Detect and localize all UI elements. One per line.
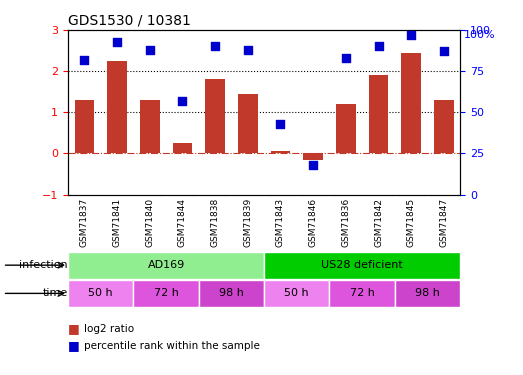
Text: GDS1530 / 10381: GDS1530 / 10381: [68, 13, 191, 27]
Bar: [336, 104, 356, 153]
Bar: [173, 143, 192, 153]
Text: GSM71842: GSM71842: [374, 198, 383, 248]
Text: 72 h: 72 h: [350, 288, 374, 298]
FancyBboxPatch shape: [133, 280, 199, 307]
Text: 50 h: 50 h: [285, 288, 309, 298]
Text: log2 ratio: log2 ratio: [84, 324, 134, 334]
Text: percentile rank within the sample: percentile rank within the sample: [84, 341, 259, 351]
Text: AD169: AD169: [147, 260, 185, 270]
Point: [211, 44, 219, 50]
Bar: [369, 75, 388, 153]
Text: GSM71846: GSM71846: [309, 198, 317, 248]
FancyBboxPatch shape: [68, 280, 133, 307]
Text: 98 h: 98 h: [219, 288, 244, 298]
Bar: [303, 153, 323, 160]
Bar: [206, 80, 225, 153]
Point: [145, 47, 154, 53]
Text: infection: infection: [19, 260, 68, 270]
Text: 72 h: 72 h: [154, 288, 178, 298]
Text: GSM71841: GSM71841: [112, 198, 121, 248]
Bar: [74, 100, 94, 153]
Bar: [271, 152, 290, 153]
Point: [440, 48, 448, 54]
Point: [309, 162, 317, 168]
Text: 98 h: 98 h: [415, 288, 440, 298]
FancyBboxPatch shape: [395, 280, 460, 307]
Point: [244, 47, 252, 53]
Point: [178, 98, 187, 104]
Point: [407, 32, 415, 38]
Text: GSM71844: GSM71844: [178, 198, 187, 248]
Text: GSM71845: GSM71845: [407, 198, 416, 248]
Text: 100%: 100%: [464, 30, 496, 40]
Bar: [107, 61, 127, 153]
Text: US28 deficient: US28 deficient: [321, 260, 403, 270]
FancyBboxPatch shape: [264, 252, 460, 279]
FancyBboxPatch shape: [264, 280, 329, 307]
FancyBboxPatch shape: [329, 280, 395, 307]
Text: ■: ■: [68, 322, 79, 335]
Bar: [434, 100, 453, 153]
Point: [113, 39, 121, 45]
Bar: [238, 94, 257, 153]
Bar: [402, 53, 421, 153]
Text: GSM71838: GSM71838: [211, 198, 220, 248]
Bar: [140, 100, 160, 153]
Point: [276, 121, 285, 127]
Text: GSM71840: GSM71840: [145, 198, 154, 248]
Text: GSM71839: GSM71839: [243, 198, 252, 248]
Text: GSM71836: GSM71836: [342, 198, 350, 248]
FancyBboxPatch shape: [199, 280, 264, 307]
Text: GSM71847: GSM71847: [439, 198, 448, 248]
Text: GSM71843: GSM71843: [276, 198, 285, 248]
Text: 50 h: 50 h: [88, 288, 113, 298]
FancyBboxPatch shape: [68, 252, 264, 279]
Point: [342, 55, 350, 61]
Text: ■: ■: [68, 339, 79, 352]
Text: GSM71837: GSM71837: [80, 198, 89, 248]
Point: [80, 57, 88, 63]
Point: [374, 44, 383, 50]
Text: time: time: [43, 288, 68, 298]
